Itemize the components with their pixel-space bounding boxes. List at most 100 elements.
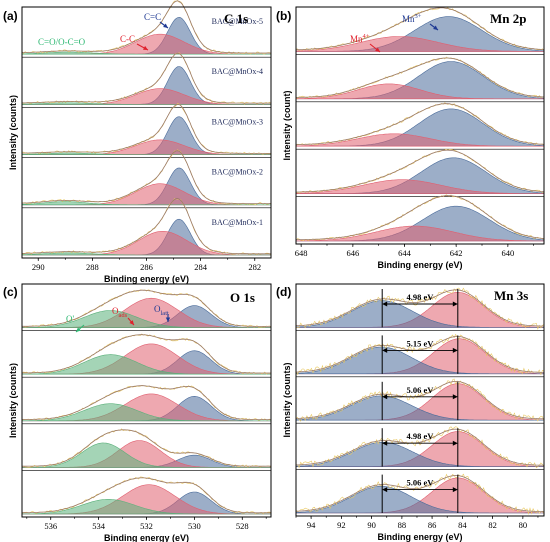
component-annotation: C=O/O-C=O — [38, 37, 86, 47]
component-label: C=C — [144, 12, 161, 22]
sample-label: BAC@MnOx-4 — [212, 67, 263, 76]
x-tick-label: 644 — [398, 248, 412, 258]
component-peak-low-be — [295, 441, 544, 467]
fit-envelope-line — [22, 289, 271, 327]
component-annotation: C=C — [144, 12, 169, 29]
component-peak-mn4- — [295, 133, 544, 147]
x-tick-label: 86 — [428, 520, 437, 530]
splitting-value: 5.06 eV — [407, 385, 435, 395]
component-label: Mn4+ — [350, 33, 370, 44]
spectrum-5 — [295, 194, 545, 242]
spectrum-1 — [21, 0, 272, 55]
x-tick-label: 80 — [519, 520, 528, 530]
fit-envelope-line — [296, 381, 545, 420]
component-peak-o- — [21, 403, 271, 422]
panel-letter: (d) — [276, 285, 291, 299]
x-tick-label: 640 — [501, 248, 514, 258]
fit-envelope-line — [22, 429, 271, 467]
fit-envelope-line — [22, 385, 271, 420]
x-tick-label: 284 — [194, 262, 208, 272]
panel-letter: (a) — [3, 9, 18, 23]
component-annotation: C-C — [120, 34, 149, 51]
spectrum-1 — [295, 287, 545, 330]
panel-a: BAC@MnOx-5 BAC@MnOx-4 BAC@MnOx-3 BAC@MnOx-2… — [3, 0, 272, 284]
splitting-marker: 4.98 eV — [381, 289, 459, 328]
fit-envelope-line — [22, 198, 271, 255]
y-axis-label: Intensity (counts) — [282, 362, 292, 437]
splitting-marker: 4.98 eV — [381, 428, 459, 467]
spectrum-2 — [21, 52, 272, 105]
spectrum-1 — [21, 289, 272, 328]
splitting-marker: 5.06 eV — [381, 381, 459, 421]
panel-c: 536 534 532 530 528 Binding energy (eV) Intens… — [3, 283, 272, 542]
sample-label: BAC@MnOx-1 — [212, 218, 263, 227]
component-label: Mn3+ — [402, 13, 422, 24]
x-tick-label: 528 — [236, 521, 249, 531]
plot-frame — [295, 283, 545, 517]
fit-envelope-line — [295, 149, 545, 193]
panel-b: 648 646 644 642 640 Binding energy (eV) Intens… — [276, 6, 545, 270]
splitting-marker: 5.06 eV — [381, 474, 459, 513]
sample-label: BAC@MnOx-5 — [212, 17, 263, 26]
x-tick-label: 82 — [488, 520, 497, 530]
component-annotation: Oads — [112, 306, 135, 326]
fit-envelope-line — [295, 195, 545, 241]
x-tick-label: 286 — [140, 262, 153, 272]
fit-envelope-line — [22, 52, 271, 104]
raw-data-line — [21, 0, 272, 55]
component-label: C=O/O-C=O — [38, 37, 86, 47]
spectrum-4 — [295, 148, 545, 194]
x-axis-label: Binding energy (eV) — [104, 533, 189, 542]
raw-data-line — [295, 426, 545, 469]
spectrum-5 — [21, 476, 272, 515]
component-peak-c-o-o-c-o — [21, 51, 271, 55]
component-peak-c-o-o-c-o — [21, 102, 271, 105]
x-tick-label: 532 — [140, 521, 153, 531]
fit-envelope-line — [295, 7, 545, 51]
spectrum-2 — [295, 56, 545, 100]
sample-label: BAC@MnOx-2 — [212, 168, 263, 177]
component-annotation: Mn3+ — [402, 13, 439, 31]
raw-data-line — [21, 333, 272, 375]
component-peak-c-c — [22, 139, 271, 155]
x-tick-label: 282 — [248, 262, 261, 272]
panel-title: O 1s — [230, 290, 255, 305]
spectrum-5 — [21, 198, 272, 256]
raw-data-line — [295, 333, 545, 376]
component-peak-o- — [21, 354, 271, 375]
fit-envelope-line — [22, 0, 271, 54]
fit-envelope-line — [296, 289, 545, 327]
x-axis-label: Binding energy (eV) — [377, 532, 462, 542]
component-label: Olatt — [154, 304, 169, 317]
spectrum-3 — [295, 102, 545, 147]
x-tick-label: 646 — [346, 248, 359, 258]
x-tick-label: 648 — [295, 248, 308, 258]
raw-data-line — [21, 384, 272, 421]
fit-envelope-line — [22, 477, 271, 514]
panel-letter: (b) — [276, 9, 291, 23]
component-peak-o- — [22, 442, 271, 468]
spectrum-1 — [295, 6, 545, 52]
spectrum-2 — [21, 333, 272, 375]
x-tick-label: 290 — [32, 262, 45, 272]
component-annotation: Mn4+ — [350, 33, 381, 53]
raw-data-line — [295, 287, 545, 330]
fit-envelope-line — [22, 334, 271, 374]
plot-frame — [295, 6, 545, 245]
splitting-marker: 5.15 eV — [381, 335, 459, 374]
component-peak-low-be — [295, 346, 544, 375]
x-tick-label: 90 — [367, 520, 376, 530]
component-label: O' — [66, 314, 74, 324]
component-peak-o- — [21, 310, 271, 328]
x-axis-label: Binding energy (eV) — [104, 274, 189, 284]
fit-envelope-line — [22, 103, 271, 154]
component-peak-mn4- — [295, 36, 544, 52]
x-tick-label: 530 — [188, 521, 201, 531]
panel-title: Mn 3s — [494, 288, 528, 303]
panel-title: Mn 2p — [490, 11, 526, 26]
x-axis-label: Binding energy (eV) — [377, 260, 462, 270]
splitting-value: 5.15 eV — [407, 338, 435, 348]
panel-d: 4.98 eV 5.15 eV 5.06 eV 4.98 eV 5.06 eV 94 92 9… — [276, 283, 545, 542]
component-label: C-C — [120, 34, 135, 44]
